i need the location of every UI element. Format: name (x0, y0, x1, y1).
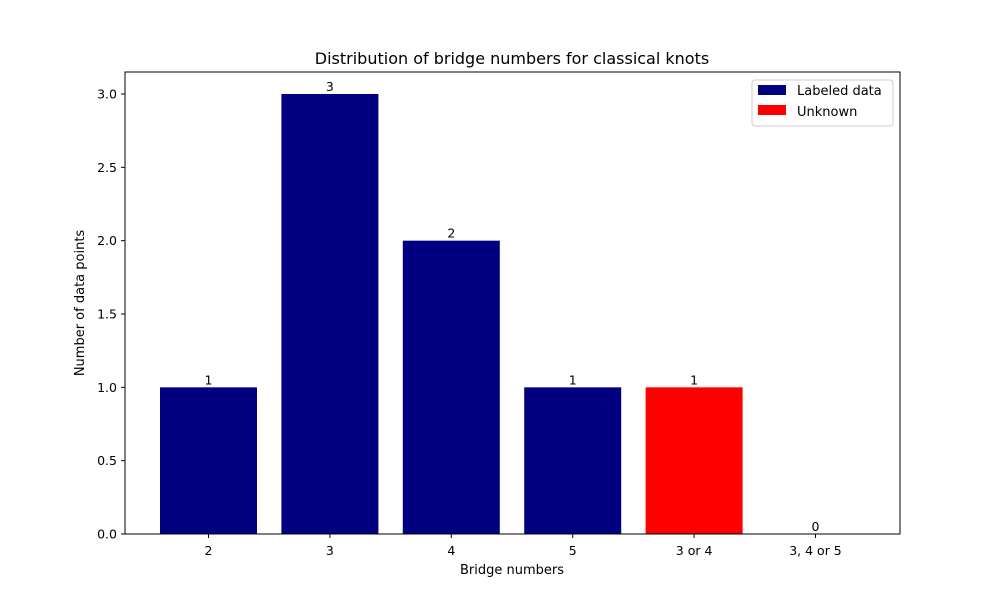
bar-labels-group: 1 3 2 1 1 0 (205, 79, 820, 534)
y-tick-label: 3.0 (97, 87, 117, 102)
x-tick-label: 3 or 4 (676, 543, 713, 558)
y-tick-label: 1.0 (97, 380, 117, 395)
legend-swatch-unknown (758, 105, 786, 115)
bar-1 (160, 387, 257, 534)
bar-value-label: 3 (326, 79, 334, 94)
legend-frame (751, 79, 894, 127)
legend: Labeled data Unknown (751, 79, 894, 127)
y-tick-label: 0.0 (97, 527, 117, 542)
x-tick-label: 3, 4 or 5 (789, 543, 842, 558)
y-tick-label: 0.5 (97, 453, 117, 468)
bar-value-label: 0 (812, 519, 820, 534)
bar-2 (281, 94, 379, 534)
bar-5 (645, 387, 743, 534)
x-tick-label: 3 (326, 543, 334, 558)
legend-label-unknown: Unknown (797, 105, 857, 120)
legend-swatch-labeled-data (758, 85, 786, 95)
y-axis-ticks: 0.0 0.5 1.0 1.5 2.0 2.5 3.0 (97, 87, 125, 542)
y-axis-label: Number of data points (73, 230, 88, 377)
bars-group (160, 94, 743, 534)
x-tick-label: 5 (569, 543, 577, 558)
bar-value-label: 1 (569, 372, 577, 387)
y-tick-label: 1.5 (97, 307, 117, 322)
x-axis-ticks: 2 3 4 5 3 or 4 3, 4 or 5 (205, 534, 842, 558)
x-tick-label: 4 (447, 543, 455, 558)
bar-value-label: 1 (690, 372, 698, 387)
bar-value-label: 2 (447, 226, 455, 241)
plot-area-frame (124, 71, 901, 535)
bar-value-label: 1 (205, 372, 213, 387)
bar-4 (524, 387, 622, 534)
bar-3 (402, 240, 500, 534)
x-tick-label: 2 (205, 543, 213, 558)
y-tick-label: 2.0 (97, 233, 117, 248)
chart-title: Distribution of bridge numbers for class… (315, 49, 709, 68)
legend-label-labeled-data: Labeled data (797, 84, 882, 99)
y-tick-label: 2.5 (97, 160, 117, 175)
x-axis-label: Bridge numbers (460, 563, 564, 578)
